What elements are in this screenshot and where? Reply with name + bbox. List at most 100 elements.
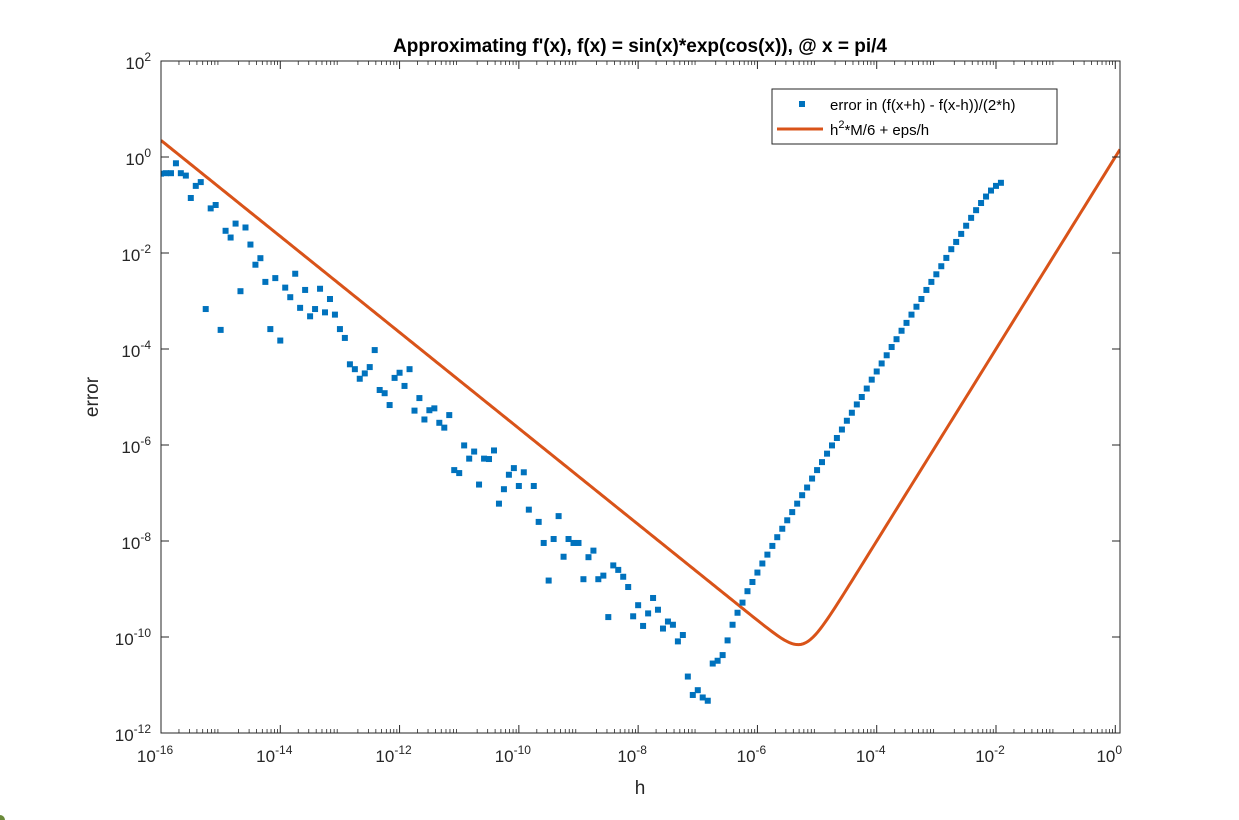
data-point xyxy=(669,621,676,628)
x-tick-label: 10-16 xyxy=(137,743,174,766)
data-point xyxy=(973,207,980,214)
data-point xyxy=(868,376,875,383)
axes-box xyxy=(160,60,1121,734)
data-point xyxy=(918,296,925,303)
legend-marker-scatter xyxy=(799,101,805,107)
data-point xyxy=(277,337,284,344)
data-point xyxy=(983,193,990,200)
data-point xyxy=(630,613,637,620)
data-point xyxy=(734,609,741,616)
legend-label-model: h2*M/6 + eps/h xyxy=(830,119,929,139)
x-tick-label: 10-14 xyxy=(256,743,293,766)
data-point xyxy=(416,395,423,402)
data-point xyxy=(187,194,194,201)
data-point xyxy=(391,374,398,381)
data-point xyxy=(317,285,324,292)
data-point xyxy=(913,303,920,310)
data-point xyxy=(172,160,179,167)
y-tick-label: 100 xyxy=(125,146,151,169)
data-point xyxy=(883,352,890,359)
data-point xyxy=(505,471,512,478)
data-point xyxy=(366,364,373,371)
data-point xyxy=(356,375,363,382)
data-point xyxy=(257,255,264,262)
data-point xyxy=(232,220,239,227)
y-tick-exp: -8 xyxy=(140,530,151,544)
data-point xyxy=(610,562,617,569)
y-tick-base: 10 xyxy=(121,534,140,553)
data-point xyxy=(759,560,766,567)
x-tick-exp: -12 xyxy=(394,743,412,757)
data-point xyxy=(779,525,786,532)
y-tick-label: 10-2 xyxy=(121,242,151,265)
data-point xyxy=(197,179,204,186)
plot-area xyxy=(160,60,1121,734)
data-point xyxy=(267,326,274,333)
data-point xyxy=(272,275,279,282)
data-point xyxy=(520,469,527,476)
data-point xyxy=(237,288,244,295)
data-point xyxy=(799,492,806,499)
y-tick-label: 102 xyxy=(125,50,151,73)
data-point xyxy=(341,334,348,341)
data-point xyxy=(297,304,304,311)
y-tick-exp: -12 xyxy=(134,722,152,736)
data-point xyxy=(565,536,572,543)
data-point xyxy=(843,417,850,424)
data-point xyxy=(948,246,955,253)
data-point xyxy=(635,602,642,609)
y-tick-exp: -6 xyxy=(140,434,151,448)
data-point xyxy=(824,450,831,457)
legend-label-model-sup: 2 xyxy=(838,119,844,131)
x-tick-base: 10 xyxy=(975,747,994,766)
data-point xyxy=(654,606,661,613)
data-point xyxy=(848,409,855,416)
data-point xyxy=(322,309,328,316)
data-point xyxy=(938,263,945,270)
data-point xyxy=(161,170,164,177)
data-point xyxy=(739,599,746,606)
data-point xyxy=(525,506,532,513)
data-point xyxy=(699,694,706,701)
data-point xyxy=(620,573,627,580)
y-tick-label: 10-6 xyxy=(121,434,151,457)
data-point xyxy=(764,551,771,558)
series-points-group xyxy=(161,160,1004,704)
data-point xyxy=(724,637,731,644)
x-tick-base: 10 xyxy=(375,747,394,766)
y-tick-label: 10-4 xyxy=(121,338,151,361)
x-tick-base: 10 xyxy=(495,747,514,766)
data-point xyxy=(421,416,428,423)
data-point xyxy=(809,475,816,482)
data-point xyxy=(988,187,995,194)
data-point xyxy=(336,326,343,333)
y-tick-exp: -4 xyxy=(140,338,151,352)
data-point xyxy=(804,484,811,491)
data-point xyxy=(426,407,433,414)
data-point xyxy=(679,632,686,639)
y-tick-exp: -10 xyxy=(134,626,152,640)
data-point xyxy=(222,227,229,234)
legend[interactable]: error in (f(x+h) - f(x-h))/(2*h) h2*M/6 … xyxy=(771,88,1058,145)
data-point xyxy=(863,385,870,392)
data-point xyxy=(331,311,338,318)
x-tick-label: 10-10 xyxy=(495,743,532,766)
data-point xyxy=(177,170,184,177)
data-point xyxy=(381,390,388,397)
data-point xyxy=(744,588,751,595)
y-tick-base: 10 xyxy=(121,246,140,265)
data-point xyxy=(853,401,860,408)
data-point xyxy=(500,486,507,493)
data-point xyxy=(689,691,696,698)
data-point xyxy=(814,467,821,474)
data-point xyxy=(595,576,602,583)
data-point xyxy=(968,214,975,221)
data-point xyxy=(302,286,309,293)
data-point xyxy=(923,286,930,293)
data-point xyxy=(674,638,681,645)
data-point xyxy=(570,539,577,546)
data-point xyxy=(307,313,314,320)
legend-label-model-rest: *M/6 + eps/h xyxy=(844,122,929,139)
data-point xyxy=(371,347,378,354)
